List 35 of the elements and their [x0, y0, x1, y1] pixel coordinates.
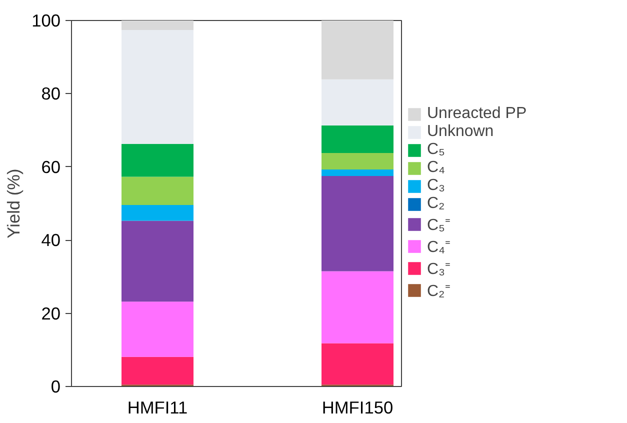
bar	[322, 169, 394, 176]
legend-label: C₅⁼	[427, 216, 450, 235]
legend-label: C₂	[427, 195, 446, 213]
bar	[122, 30, 194, 144]
bar	[122, 176, 194, 205]
legend-label: C₄⁼	[427, 238, 450, 257]
bar	[122, 204, 194, 221]
legend-label: Unknown	[427, 123, 494, 141]
bar	[322, 152, 394, 170]
bar	[322, 343, 394, 385]
x-tick-label: HMFI11	[127, 398, 188, 418]
legend-label: C₅	[427, 141, 446, 159]
bar	[122, 144, 194, 177]
legend-label: C₃	[427, 177, 446, 195]
bar	[322, 79, 394, 126]
y-tick-label: 40	[41, 230, 61, 250]
bar	[322, 271, 394, 344]
bar	[322, 126, 394, 153]
y-tick-label: 80	[41, 84, 61, 104]
bar	[122, 302, 194, 357]
legend-label: C₃⁼	[427, 260, 450, 279]
y-tick-label: 60	[41, 156, 61, 177]
bar	[122, 356, 194, 385]
legend-label: C₂⁼	[427, 282, 450, 301]
bar	[122, 20, 194, 30]
x-tick-label: HMFI150	[322, 398, 394, 418]
legend-label: C₄	[427, 159, 446, 177]
y-tick-label: 100	[32, 10, 61, 30]
bar	[122, 220, 194, 302]
y-axis-title: Yield (%)	[4, 168, 24, 238]
y-tick-label: 20	[41, 303, 61, 324]
legend-label: Unreacted PP	[427, 105, 527, 123]
bar	[322, 176, 394, 272]
y-tick-label: 0	[50, 376, 61, 396]
bar	[322, 20, 394, 80]
